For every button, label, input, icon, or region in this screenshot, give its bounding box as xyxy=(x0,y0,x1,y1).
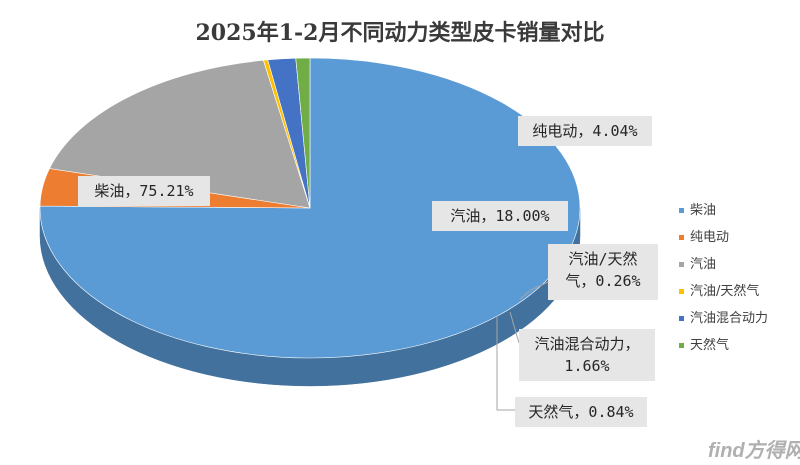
legend-label: 汽油/天然气 xyxy=(690,283,759,299)
data-label-text: 柴油，75.21% xyxy=(94,182,193,200)
legend-item-汽油-天然气: 汽油/天然气 xyxy=(679,283,759,299)
legend-swatch xyxy=(679,208,684,213)
leader-lines xyxy=(496,281,549,411)
legend-label: 柴油 xyxy=(690,203,716,218)
legend-swatch xyxy=(679,316,684,321)
legend-item-纯电动: 纯电动 xyxy=(679,230,729,245)
data-label-box xyxy=(519,329,655,381)
chart-title: 2025年1-2月不同动力类型皮卡销量对比 xyxy=(196,20,605,46)
legend-item-柴油: 柴油 xyxy=(679,203,716,218)
data-label-text: 汽油混合动力， xyxy=(534,335,639,353)
legend-label: 天然气 xyxy=(690,337,729,353)
data-label-box xyxy=(432,201,568,231)
data-label-汽油: 汽油，18.00% xyxy=(432,201,568,231)
legend-label: 汽油 xyxy=(690,257,716,272)
slice-汽油 xyxy=(49,59,311,209)
leader-line xyxy=(519,281,549,300)
legend-item-汽油混合动力: 汽油混合动力 xyxy=(679,311,768,326)
data-label-text: 汽油，18.00% xyxy=(450,207,549,225)
data-label-汽油混合动力: 汽油混合动力， 1.66% xyxy=(519,329,655,381)
data-label-text: 气，0.26% xyxy=(565,272,640,290)
legend-item-天然气: 天然气 xyxy=(679,337,729,353)
legend-swatch xyxy=(679,289,684,294)
data-label-box xyxy=(548,244,658,300)
legend-swatch xyxy=(679,235,684,240)
legend-swatch xyxy=(679,343,684,348)
data-label-纯电动: 纯电动，4.04% xyxy=(518,116,652,146)
data-label-柴油: 柴油，75.21% xyxy=(78,176,210,206)
data-label-text: 纯电动，4.04% xyxy=(532,122,637,140)
watermark-text: find方得网 xyxy=(708,439,800,462)
legend-item-汽油: 汽油 xyxy=(679,257,716,272)
legend-label: 纯电动 xyxy=(690,230,729,245)
data-label-box xyxy=(518,116,652,146)
legend-label: 汽油混合动力 xyxy=(690,311,768,326)
data-label-box xyxy=(515,397,647,427)
data-label-text: 1.66% xyxy=(564,357,609,375)
data-label-天然气: 天然气，0.84% xyxy=(515,397,647,427)
slice-天然气 xyxy=(295,57,311,209)
leader-line xyxy=(509,311,520,344)
leader-line xyxy=(496,316,515,411)
legend-swatch xyxy=(679,262,684,267)
data-label-text: 天然气，0.84% xyxy=(528,403,633,421)
slice-柴油 xyxy=(39,57,581,359)
data-label-text: 汽油/天然 xyxy=(568,250,637,268)
data-label-汽油-天然气: 汽油/天然气，0.26% xyxy=(548,244,658,300)
watermark: find方得网 xyxy=(708,439,800,462)
data-label-box xyxy=(78,176,210,206)
data-labels: 柴油，75.21%纯电动，4.04%汽油，18.00%汽油/天然气，0.26%汽… xyxy=(78,116,658,427)
